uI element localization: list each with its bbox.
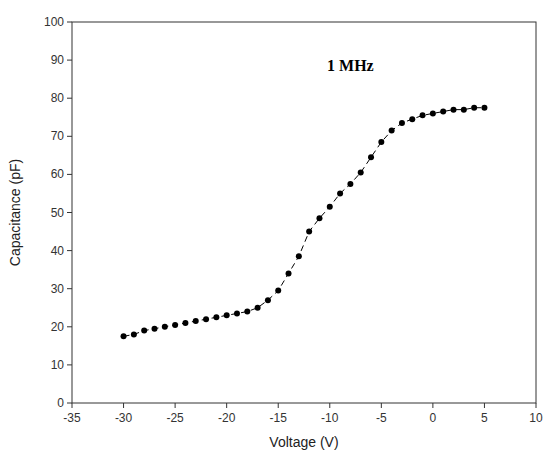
point [286, 270, 292, 276]
point [409, 116, 415, 122]
y-tick-label: 80 [51, 91, 65, 105]
point [151, 326, 157, 332]
x-tick-label: -35 [63, 411, 81, 425]
point [131, 331, 137, 337]
y-tick [67, 212, 72, 213]
point [265, 297, 271, 303]
y-axis-label: Capacitance (pF) [7, 159, 23, 266]
point [162, 324, 168, 330]
y-tick [67, 22, 72, 23]
series [121, 105, 488, 340]
y-tick [67, 288, 72, 289]
point [471, 105, 477, 111]
point [440, 109, 446, 115]
y-tick-label: 10 [51, 358, 65, 372]
point [193, 318, 199, 324]
x-tick [72, 403, 73, 408]
point [141, 328, 147, 334]
x-tick-label: 5 [481, 411, 488, 425]
y-tick [67, 326, 72, 327]
y-axis: 0 10 20 30 40 50 60 70 80 90 100 [44, 15, 72, 410]
x-tick-label: -20 [218, 411, 236, 425]
point [481, 105, 487, 111]
point [244, 309, 250, 315]
y-tick-label: 50 [51, 206, 65, 220]
point [224, 312, 230, 318]
y-tick [67, 174, 72, 175]
point [327, 204, 333, 210]
x-tick-label: -25 [166, 411, 184, 425]
y-tick-label: 20 [51, 320, 65, 334]
point [420, 112, 426, 118]
y-tick [67, 98, 72, 99]
x-tick-label: -10 [321, 411, 339, 425]
point [347, 181, 353, 187]
y-tick [67, 250, 72, 251]
plot-frame [72, 22, 536, 403]
x-tick [484, 403, 485, 408]
x-tick [226, 403, 227, 408]
point [451, 107, 457, 113]
y-tick-label: 0 [57, 396, 64, 410]
annotation: 1 MHz [327, 57, 374, 74]
y-tick-label: 30 [51, 282, 65, 296]
point [316, 215, 322, 221]
x-tick-label: -15 [270, 411, 288, 425]
x-tick [175, 403, 176, 408]
point [234, 310, 240, 316]
point [275, 288, 281, 294]
point [358, 169, 364, 175]
y-tick-label: 100 [44, 15, 64, 29]
point [172, 322, 178, 328]
y-tick [67, 60, 72, 61]
point [203, 316, 209, 322]
point [255, 305, 261, 311]
x-tick [123, 403, 124, 408]
point [389, 128, 395, 134]
x-tick [536, 403, 537, 408]
point [121, 333, 127, 339]
point [430, 110, 436, 116]
point [378, 139, 384, 145]
point [368, 154, 374, 160]
x-tick [432, 403, 433, 408]
x-tick [329, 403, 330, 408]
y-tick [67, 136, 72, 137]
y-tick-label: 60 [51, 167, 65, 181]
y-tick [67, 403, 72, 404]
point [399, 120, 405, 126]
x-tick-label: 0 [430, 411, 437, 425]
x-tick [381, 403, 382, 408]
point [306, 229, 312, 235]
x-tick-label: 10 [529, 411, 543, 425]
point [213, 314, 219, 320]
x-tick-label: -5 [376, 411, 387, 425]
point [296, 253, 302, 259]
x-tick [278, 403, 279, 408]
point [182, 320, 188, 326]
x-axis: -35 -30 -25 -20 -15 -10 -5 0 5 10 [63, 403, 543, 425]
x-axis-label: Voltage (V) [269, 434, 338, 450]
point [461, 107, 467, 113]
point [337, 190, 343, 196]
y-tick-label: 90 [51, 53, 65, 67]
y-tick-label: 70 [51, 129, 65, 143]
x-tick-label: -30 [115, 411, 133, 425]
line [124, 108, 485, 337]
y-tick-label: 40 [51, 244, 65, 258]
chart: -35-30-25-20-15-10-505100102030405060708… [0, 0, 558, 461]
y-tick [67, 364, 72, 365]
